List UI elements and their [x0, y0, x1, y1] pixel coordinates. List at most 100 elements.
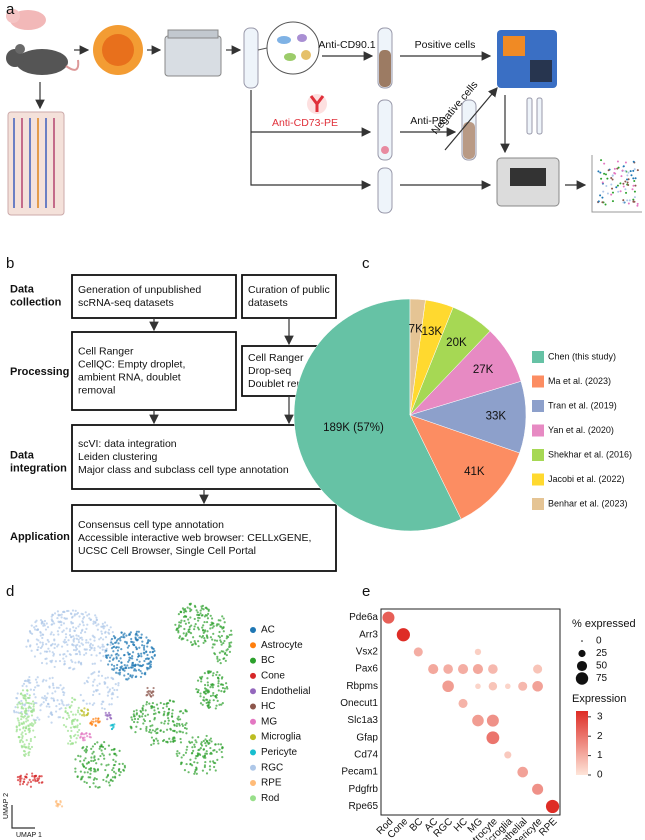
umap-point [36, 648, 39, 651]
umap-point [107, 628, 111, 631]
box-text: Consensus cell type annotation [78, 519, 224, 531]
umap-point [85, 638, 88, 642]
umap-point [64, 710, 67, 713]
umap-point [71, 660, 74, 663]
umap-point [27, 640, 30, 643]
umap-point [125, 642, 128, 645]
umap-point [187, 630, 190, 633]
umap-point [86, 713, 89, 717]
umap-point [104, 631, 107, 634]
umap-point [33, 655, 37, 658]
umap-point [20, 715, 23, 718]
umap-point [43, 694, 46, 698]
umap-point [113, 723, 116, 726]
umap-point [23, 715, 27, 718]
umap-point [212, 632, 215, 635]
umap-point [74, 644, 77, 647]
umap-point [70, 622, 73, 625]
thumb-point [629, 170, 632, 173]
legend-swatch [532, 400, 544, 412]
umap-point [150, 705, 154, 708]
tube [377, 167, 393, 214]
umap-point [65, 641, 68, 644]
umap-point [87, 776, 90, 779]
umap-point [80, 709, 83, 712]
umap-point [101, 645, 104, 648]
umap-point [24, 727, 28, 730]
umap-point [67, 639, 70, 642]
umap-point [113, 747, 116, 751]
umap-point [81, 763, 84, 766]
thumb-point [624, 169, 627, 172]
dot [472, 664, 484, 675]
umap-point [24, 699, 28, 702]
umap-point [147, 657, 150, 661]
umap-point [48, 686, 51, 689]
umap-point [153, 716, 156, 720]
panel-label: b [6, 255, 14, 272]
umap-point [85, 652, 88, 655]
umap-point [214, 694, 217, 698]
umap-point [112, 657, 115, 660]
umap-point [132, 720, 136, 724]
umap-point [186, 639, 189, 642]
umap-point [216, 671, 219, 674]
umap-point [86, 623, 89, 626]
thumb-point [620, 175, 623, 178]
umap-point [92, 620, 95, 623]
umap-point [219, 619, 222, 622]
umap-point [214, 769, 217, 772]
thumb-point [606, 192, 609, 195]
umap-point [35, 638, 38, 641]
umap-point [84, 648, 87, 651]
umap-point [199, 695, 202, 698]
umap-point [124, 667, 127, 670]
y-tick-label: Pde6a [349, 612, 378, 623]
umap-point [215, 750, 218, 753]
umap-point [151, 694, 155, 697]
umap-point [81, 620, 84, 623]
umap-point [193, 770, 197, 773]
umap-point [21, 713, 24, 716]
umap-point [141, 715, 144, 718]
box-text: datasets [248, 297, 288, 309]
zoom-line [257, 47, 268, 51]
umap-point [41, 633, 44, 636]
umap-point [41, 696, 44, 699]
umap-point [218, 630, 221, 634]
umap-point [67, 714, 70, 717]
umap-point [110, 663, 113, 666]
umap-point [136, 655, 140, 658]
umap-point [63, 638, 66, 641]
thumb-point [603, 162, 606, 165]
thumb-point [602, 190, 605, 193]
umap-point [141, 640, 144, 643]
legend-label: Chen (this study) [548, 351, 616, 361]
umap-point [181, 723, 184, 726]
umap-point [90, 759, 93, 763]
umap-point [104, 636, 108, 639]
umap-point [215, 639, 219, 642]
arrow [250, 90, 372, 190]
thumb-point [633, 190, 636, 193]
umap-point [26, 719, 29, 722]
umap-point [196, 761, 199, 764]
legend-dot [250, 642, 256, 649]
umap-point [201, 628, 205, 632]
umap-point [25, 685, 28, 688]
umap-point [183, 607, 187, 611]
umap-point [27, 747, 30, 750]
umap-point [101, 638, 105, 641]
umap-point [32, 688, 36, 692]
umap-point [76, 611, 80, 615]
umap-point [22, 682, 26, 685]
umap-point [73, 613, 77, 616]
water-bath-lid [167, 29, 219, 39]
umap-point [108, 660, 111, 663]
umap-point [205, 744, 208, 747]
umap-point [50, 659, 54, 662]
umap-point [194, 605, 197, 609]
umap-point [78, 623, 81, 626]
umap-point [53, 639, 56, 642]
umap-point [115, 652, 119, 655]
